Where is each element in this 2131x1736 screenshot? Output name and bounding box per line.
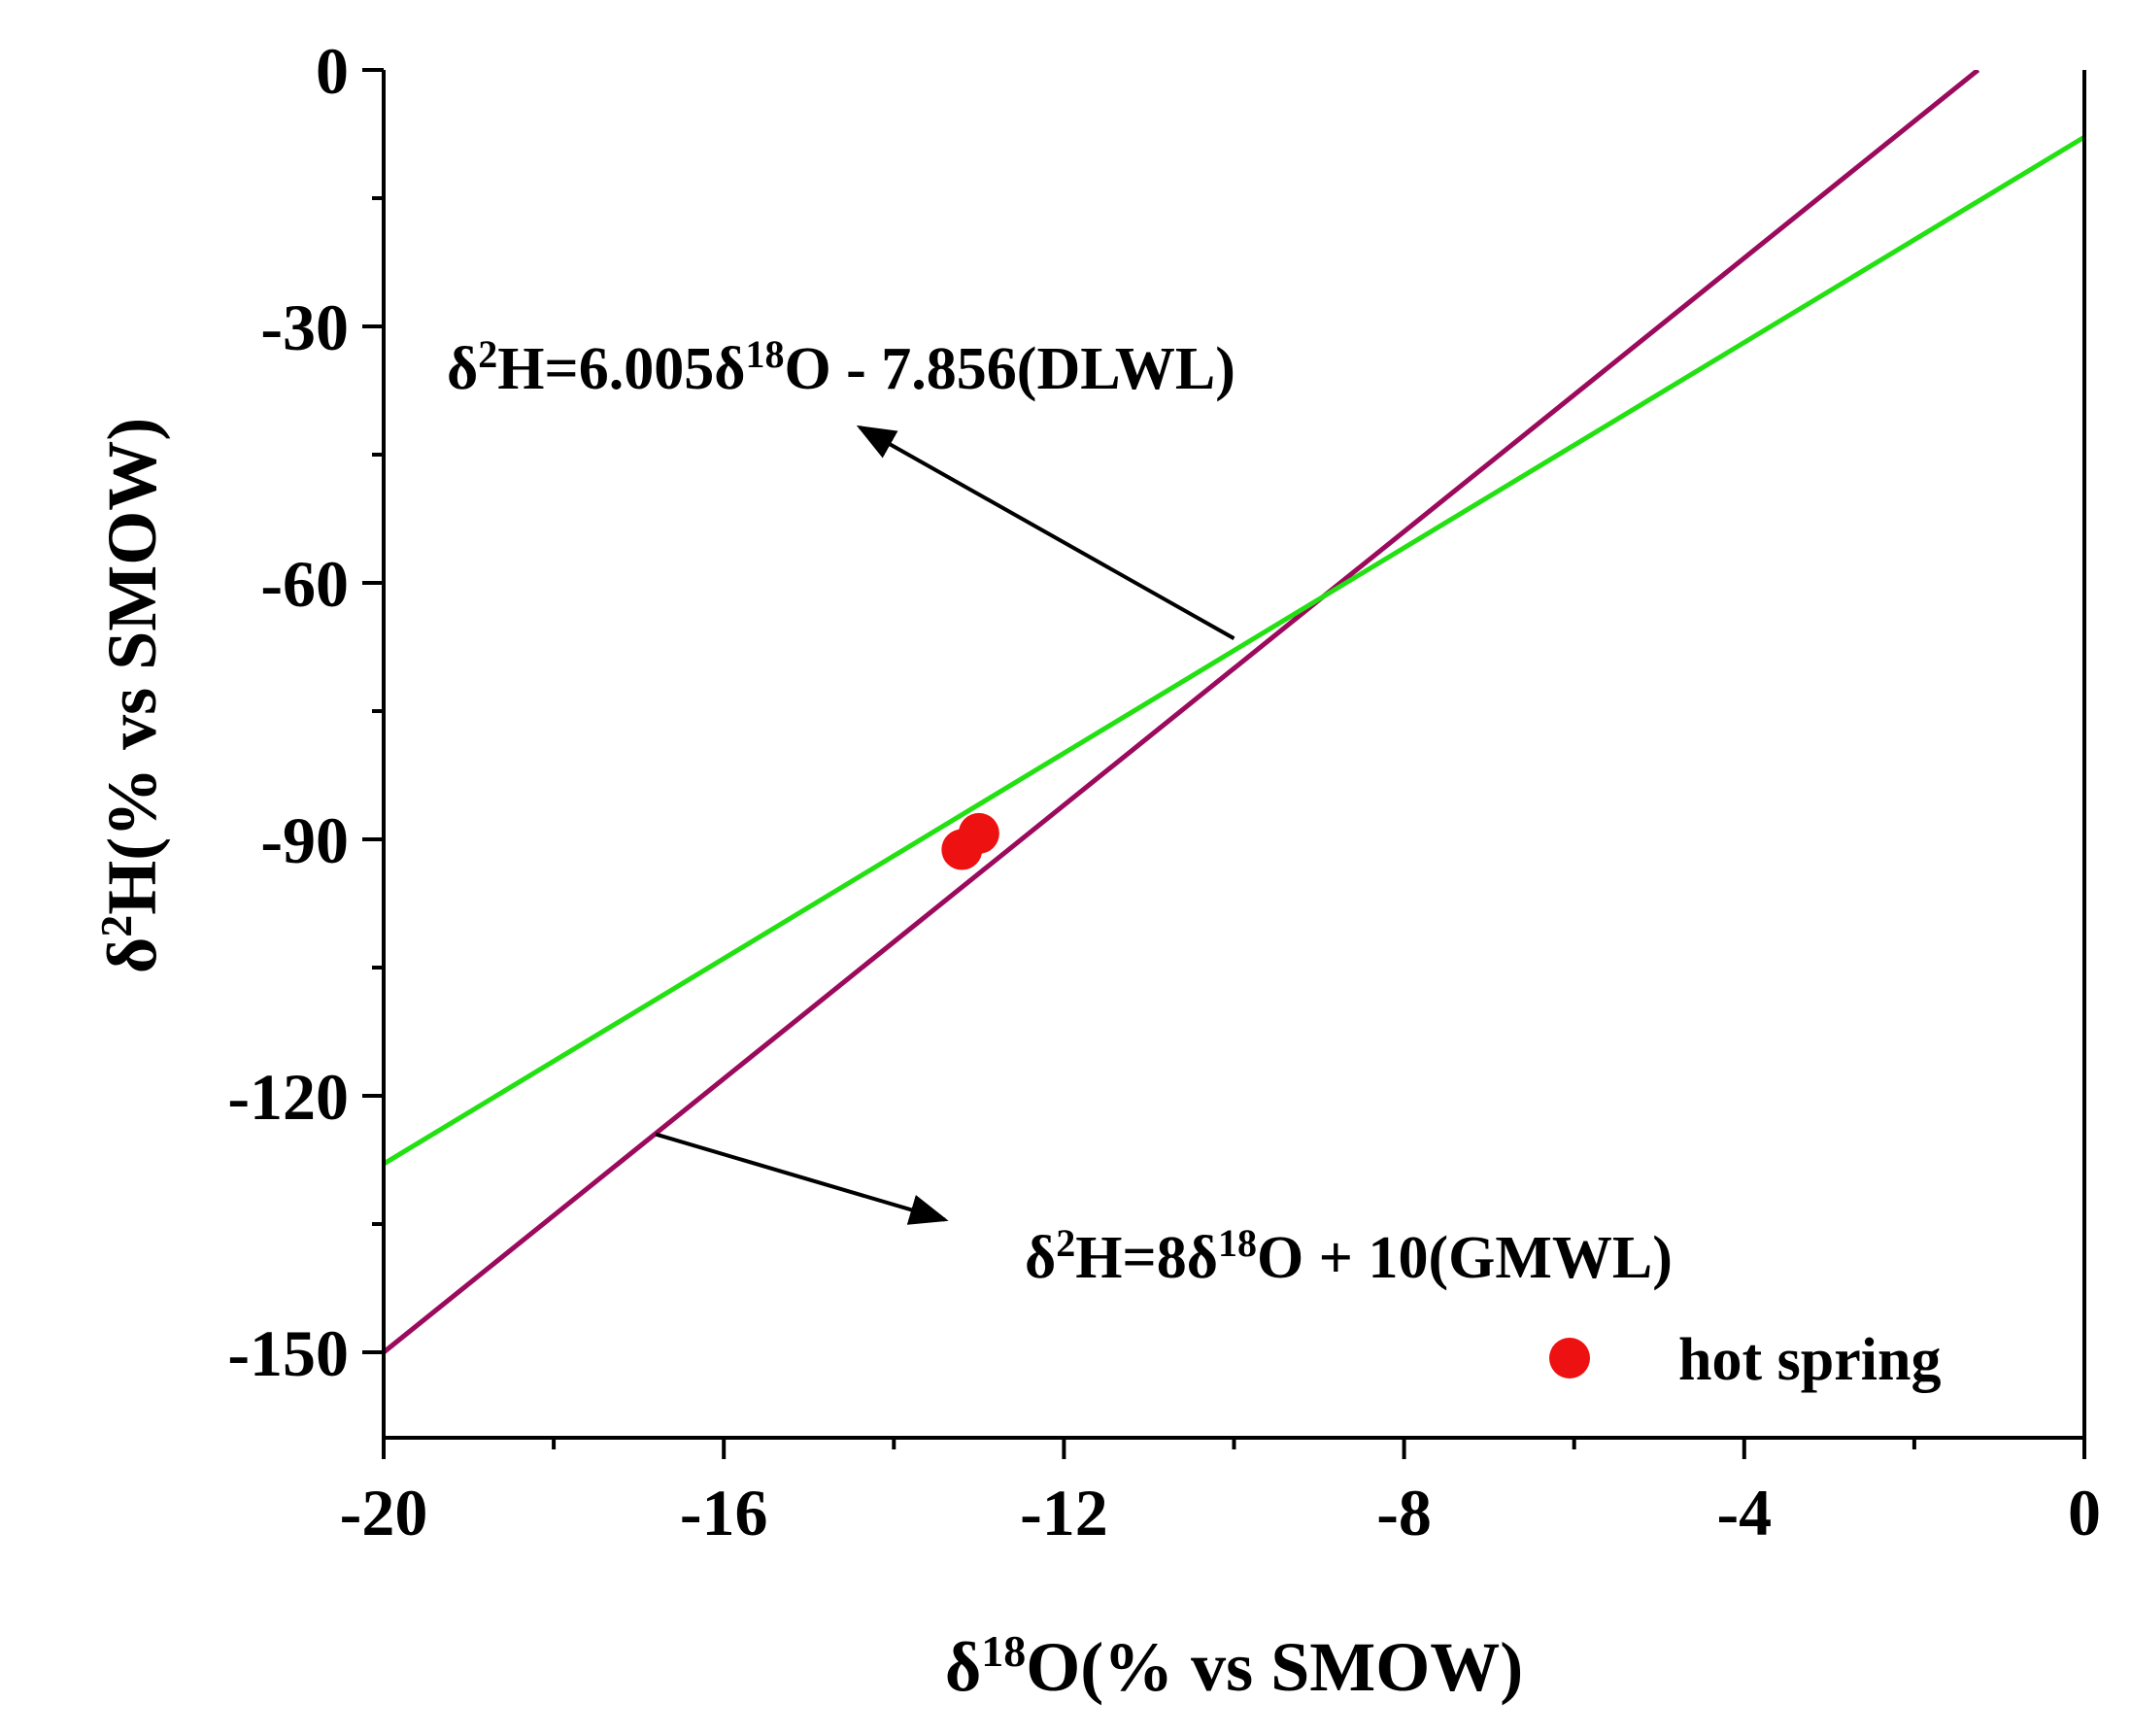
y-tick-label: 0 [316,34,349,108]
annotation-label-gmwl: δ2H=8δ18O + 10(GMWL) [1025,1221,1673,1292]
annotation-label-dlwl: δ2H=6.005δ18O - 7.856(DLWL) [447,332,1235,403]
x-tick-label: -8 [1376,1476,1432,1549]
axes: -20 -16 -12 -8 -4 0 0 -30 -60 -90 -120 -150 δ18O(% v… [91,34,2102,1706]
y-tick-label: -60 [260,547,349,621]
x-axis-title: δ18O(% vs SMOW) [945,1626,1523,1707]
y-tick-label: -120 [227,1060,349,1134]
x-tick-label: -12 [1020,1476,1108,1549]
legend-marker-hot-spring [1549,1338,1590,1379]
y-tick-label: -30 [260,290,349,364]
x-tick-label: 0 [2068,1476,2101,1549]
y-axis-title: δ2H(% vs SMOW) [91,418,172,973]
x-tick-label: -4 [1716,1476,1772,1549]
y-tick-label: -90 [260,803,349,877]
x-tick-label: -20 [340,1476,428,1549]
data-point-hot-spring-1 [958,812,999,854]
y-tick-label: -150 [227,1316,349,1390]
x-tick-label: -16 [680,1476,768,1549]
annotation-arrow-gmwl [655,1132,949,1225]
series-layer [384,70,2084,1354]
series-line-gmwl [384,70,1980,1354]
annotation-layer: δ2H=6.005δ18O - 7.856(DLWL) δ2H=8δ18O + 1… [447,332,1673,1292]
series-line-dlwl [384,134,2084,1167]
legend-label-hot-spring: hot spring [1678,1327,1941,1393]
annotation-arrow-dlwl [856,425,1235,640]
legend: hot spring [1549,1327,1941,1393]
